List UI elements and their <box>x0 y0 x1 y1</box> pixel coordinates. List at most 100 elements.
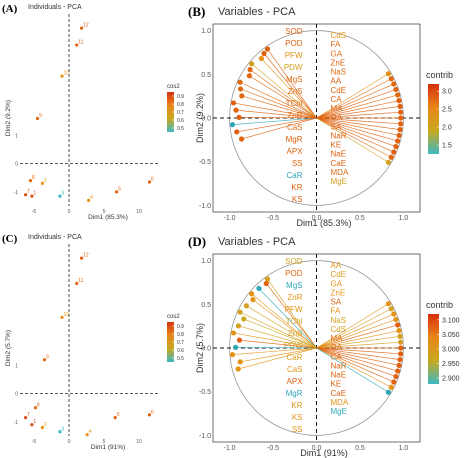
arrow-head <box>237 86 244 92</box>
arrow-head <box>230 100 237 106</box>
variable-arrow <box>232 347 317 356</box>
variable-arrow <box>316 313 394 349</box>
y-axis-label: Dim2 (9.2%) <box>5 100 12 136</box>
arrow-head <box>393 86 399 93</box>
legend-tick-label: 0.6 <box>177 348 184 354</box>
variable-label: MA <box>331 334 344 343</box>
legend-colorbar <box>167 92 174 132</box>
point-label: 6 <box>151 409 154 415</box>
variable-arrow <box>235 109 317 119</box>
arrow-head <box>385 159 391 165</box>
arrow-head <box>238 136 245 142</box>
variable-label: CdE <box>331 270 347 279</box>
point-label: 1 <box>33 419 36 425</box>
arrow-head <box>396 362 402 368</box>
arrow-head <box>398 351 404 357</box>
legend-tick-label: 0.5 <box>177 356 184 362</box>
point-label: 9 <box>39 113 42 119</box>
variable-arrow <box>246 305 317 349</box>
variable-arrow <box>258 288 317 349</box>
variable-label: SS <box>292 159 303 168</box>
point-label: 4 <box>90 195 93 201</box>
variable-arrow <box>261 58 317 119</box>
y-tick-label: -1 <box>14 420 19 426</box>
x-axis-label: Dim1 (85.3%) <box>88 214 128 221</box>
arrow-head <box>395 368 401 374</box>
data-point <box>80 256 84 260</box>
arrow-head <box>393 373 399 380</box>
variable-arrow <box>240 347 317 363</box>
panel-title: Individuals - PCA <box>28 234 82 241</box>
data-point <box>87 198 91 202</box>
variable-label: CaS <box>287 365 303 374</box>
arrow-head <box>237 79 243 85</box>
variable-label: POD <box>285 269 303 278</box>
variable-label: KR <box>291 183 302 192</box>
panel-title: Variables - PCA <box>218 6 296 18</box>
variable-arrow <box>243 318 317 349</box>
y-tick-label: -1.0 <box>199 203 211 210</box>
variable-label: NaR <box>331 361 347 370</box>
variable-arrow <box>233 332 317 349</box>
y-tick-label: 0 <box>15 392 18 398</box>
variable-arrow <box>240 88 317 119</box>
y-tick-label: -0.5 <box>199 389 211 396</box>
legend-tick-label: 0.7 <box>177 340 184 346</box>
arrow-head <box>396 98 402 104</box>
variable-label: APX <box>286 147 303 156</box>
variable-label: FA <box>331 307 341 316</box>
data-point <box>42 358 47 362</box>
variable-arrow <box>265 283 317 349</box>
x-tick-label: -1.0 <box>224 445 236 452</box>
y-tick-label: 0.5 <box>201 302 211 309</box>
variable-label: ZnR <box>287 111 302 120</box>
arrow-head <box>229 352 236 358</box>
y-axis-label: Dim2 (5.7%) <box>5 330 12 366</box>
arrow-head <box>264 276 271 282</box>
variable-arrow <box>316 111 401 119</box>
x-axis-label: Dim1 (91%) <box>300 448 348 458</box>
variable-label: ZnS <box>288 329 303 338</box>
y-tick-label: -1.0 <box>199 433 211 440</box>
data-point <box>30 423 34 427</box>
variable-arrow <box>241 117 317 140</box>
y-tick-label: 0.0 <box>201 116 211 123</box>
data-point <box>147 180 152 184</box>
arrow-head <box>388 306 394 312</box>
panel-a-individuals: (A) Individuals - PCA -5 0 5 1010-112111098… <box>2 3 184 221</box>
data-point <box>58 194 62 198</box>
arrow-head <box>388 76 394 82</box>
variable-label: GA <box>331 49 343 58</box>
variable-label: POD <box>285 39 303 48</box>
y-axis-label: Dim2 (5.7%) <box>195 323 205 373</box>
data-point <box>60 74 64 78</box>
variable-label: CdS <box>331 31 347 40</box>
panel-title: Variables - PCA <box>218 236 296 248</box>
legend-tick-label: 1.5 <box>442 142 452 149</box>
variable-label: MA <box>331 104 344 113</box>
x-tick-label: 0.5 <box>355 445 365 452</box>
variable-arrow <box>316 347 398 372</box>
variable-arrow <box>235 347 317 349</box>
variable-label: MgS <box>286 75 302 84</box>
variable-label: SOD <box>285 257 303 266</box>
legend-tick-label: 3.0 <box>442 89 452 96</box>
y-tick-label: 0.0 <box>201 346 211 353</box>
variable-label: CaE <box>331 389 347 398</box>
legend-tick-label: 2.900 <box>442 376 460 383</box>
variable-arrow <box>249 69 317 119</box>
data-point <box>30 194 34 198</box>
legend: cos2 0.9 0.8 0.7 0.6 0.5 <box>167 84 184 132</box>
variable-label: CdS <box>331 325 347 334</box>
point-label: 5 <box>117 412 120 418</box>
variable-label: FA <box>331 40 341 49</box>
x-tick-label: 1.0 <box>399 445 409 452</box>
arrow-head <box>391 311 397 317</box>
variable-arrow <box>267 278 317 349</box>
point-label: 10 <box>64 312 70 318</box>
variable-arrow <box>239 311 317 349</box>
arrow-head <box>236 114 242 120</box>
variable-label: NaR <box>331 131 347 140</box>
variable-arrow <box>241 95 317 119</box>
arrow-head <box>235 323 242 329</box>
